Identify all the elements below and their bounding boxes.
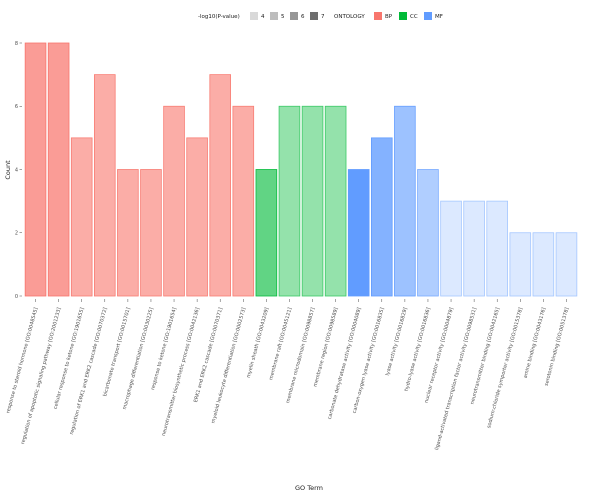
legend-size-title: -log10(P-value) [198,14,240,20]
bar-cc [255,169,278,297]
legend-ontology-swatch [374,12,382,20]
bar-bp [232,105,255,297]
legend-ontology-swatch [399,12,407,20]
bar-bp [47,42,70,297]
y-tick-label: 6 [15,104,18,110]
bars [24,42,578,297]
legend-ontology-title: ONTOLOGY [334,14,365,20]
bar-bp [94,74,116,297]
bar-bp [163,105,185,297]
legend-size-swatch [270,12,278,20]
bar-mf [394,105,416,297]
bar-mf [347,169,370,297]
legend-ontology-label: CC [410,14,418,20]
bar-mf [555,232,578,297]
y-tick-label: 8 [15,41,18,47]
legend-size-swatch [290,12,298,20]
x-tick-label: membrane raft [GO:0045121] [268,307,293,381]
x-tick-label: lyase activity [GO:0016829] [385,307,409,376]
bar-mf [371,137,393,297]
bar-bp [140,169,162,297]
x-tick-label: ligand-activated transcription factor ac… [434,307,478,451]
x-tick-label: bicarbonate transport [GO:0015701] [102,307,132,397]
legend-size-label: 6 [301,14,305,20]
bar-mf [509,232,532,297]
y-tick-label: 0 [15,294,18,300]
x-tick-label: myelin sheath [GO:0043209] [246,307,271,379]
bar-cc [324,105,347,297]
x-tick-label: amine binding [GO:0043176] [523,307,548,379]
legend-size-label: 7 [321,14,325,20]
bar-mf [463,200,485,297]
bar-cc [301,105,324,297]
legend-size-swatch [250,12,258,20]
bar-mf [440,200,462,297]
y-axis: 0 2 4 6 8 [15,41,22,300]
bar-mf [417,169,439,297]
x-tick-label: response to ketone [GO:1901654] [150,307,178,391]
x-tick-label: serotonin binding [GO:0051378] [544,307,571,387]
bar-bp [186,137,208,297]
legend-ontology-swatch [424,12,432,20]
x-tick-label: membrane region [GO:0098589] [313,307,340,388]
bar-bp [70,137,93,297]
bar-bp [24,42,47,297]
legend: -log10(P-value) 4 5 6 7 ONTOLOGY BP CC MF [198,12,443,20]
bar-bp [117,169,139,297]
bar-cc [278,105,301,297]
bar-bp [209,74,231,297]
x-axis-title: GO Term [295,484,323,492]
x-axis-tick-labels: response to steroid hormone [GO:0048545]… [5,299,570,451]
y-tick-label: 4 [15,167,18,173]
x-tick-label: regulation of apoptotic signaling pathwa… [20,307,62,445]
legend-size-label: 4 [261,14,265,20]
legend-size-swatch [310,12,318,20]
bar-mf [532,232,555,297]
legend-ontology-label: BP [385,14,393,20]
y-tick-label: 2 [15,231,18,237]
legend-ontology-label: MF [435,14,443,20]
bar-mf [486,200,508,297]
legend-size-label: 5 [281,14,285,20]
y-axis-title: Count [4,160,12,180]
x-tick-label: hydro-lyase activity [GO:0016836] [404,307,432,392]
